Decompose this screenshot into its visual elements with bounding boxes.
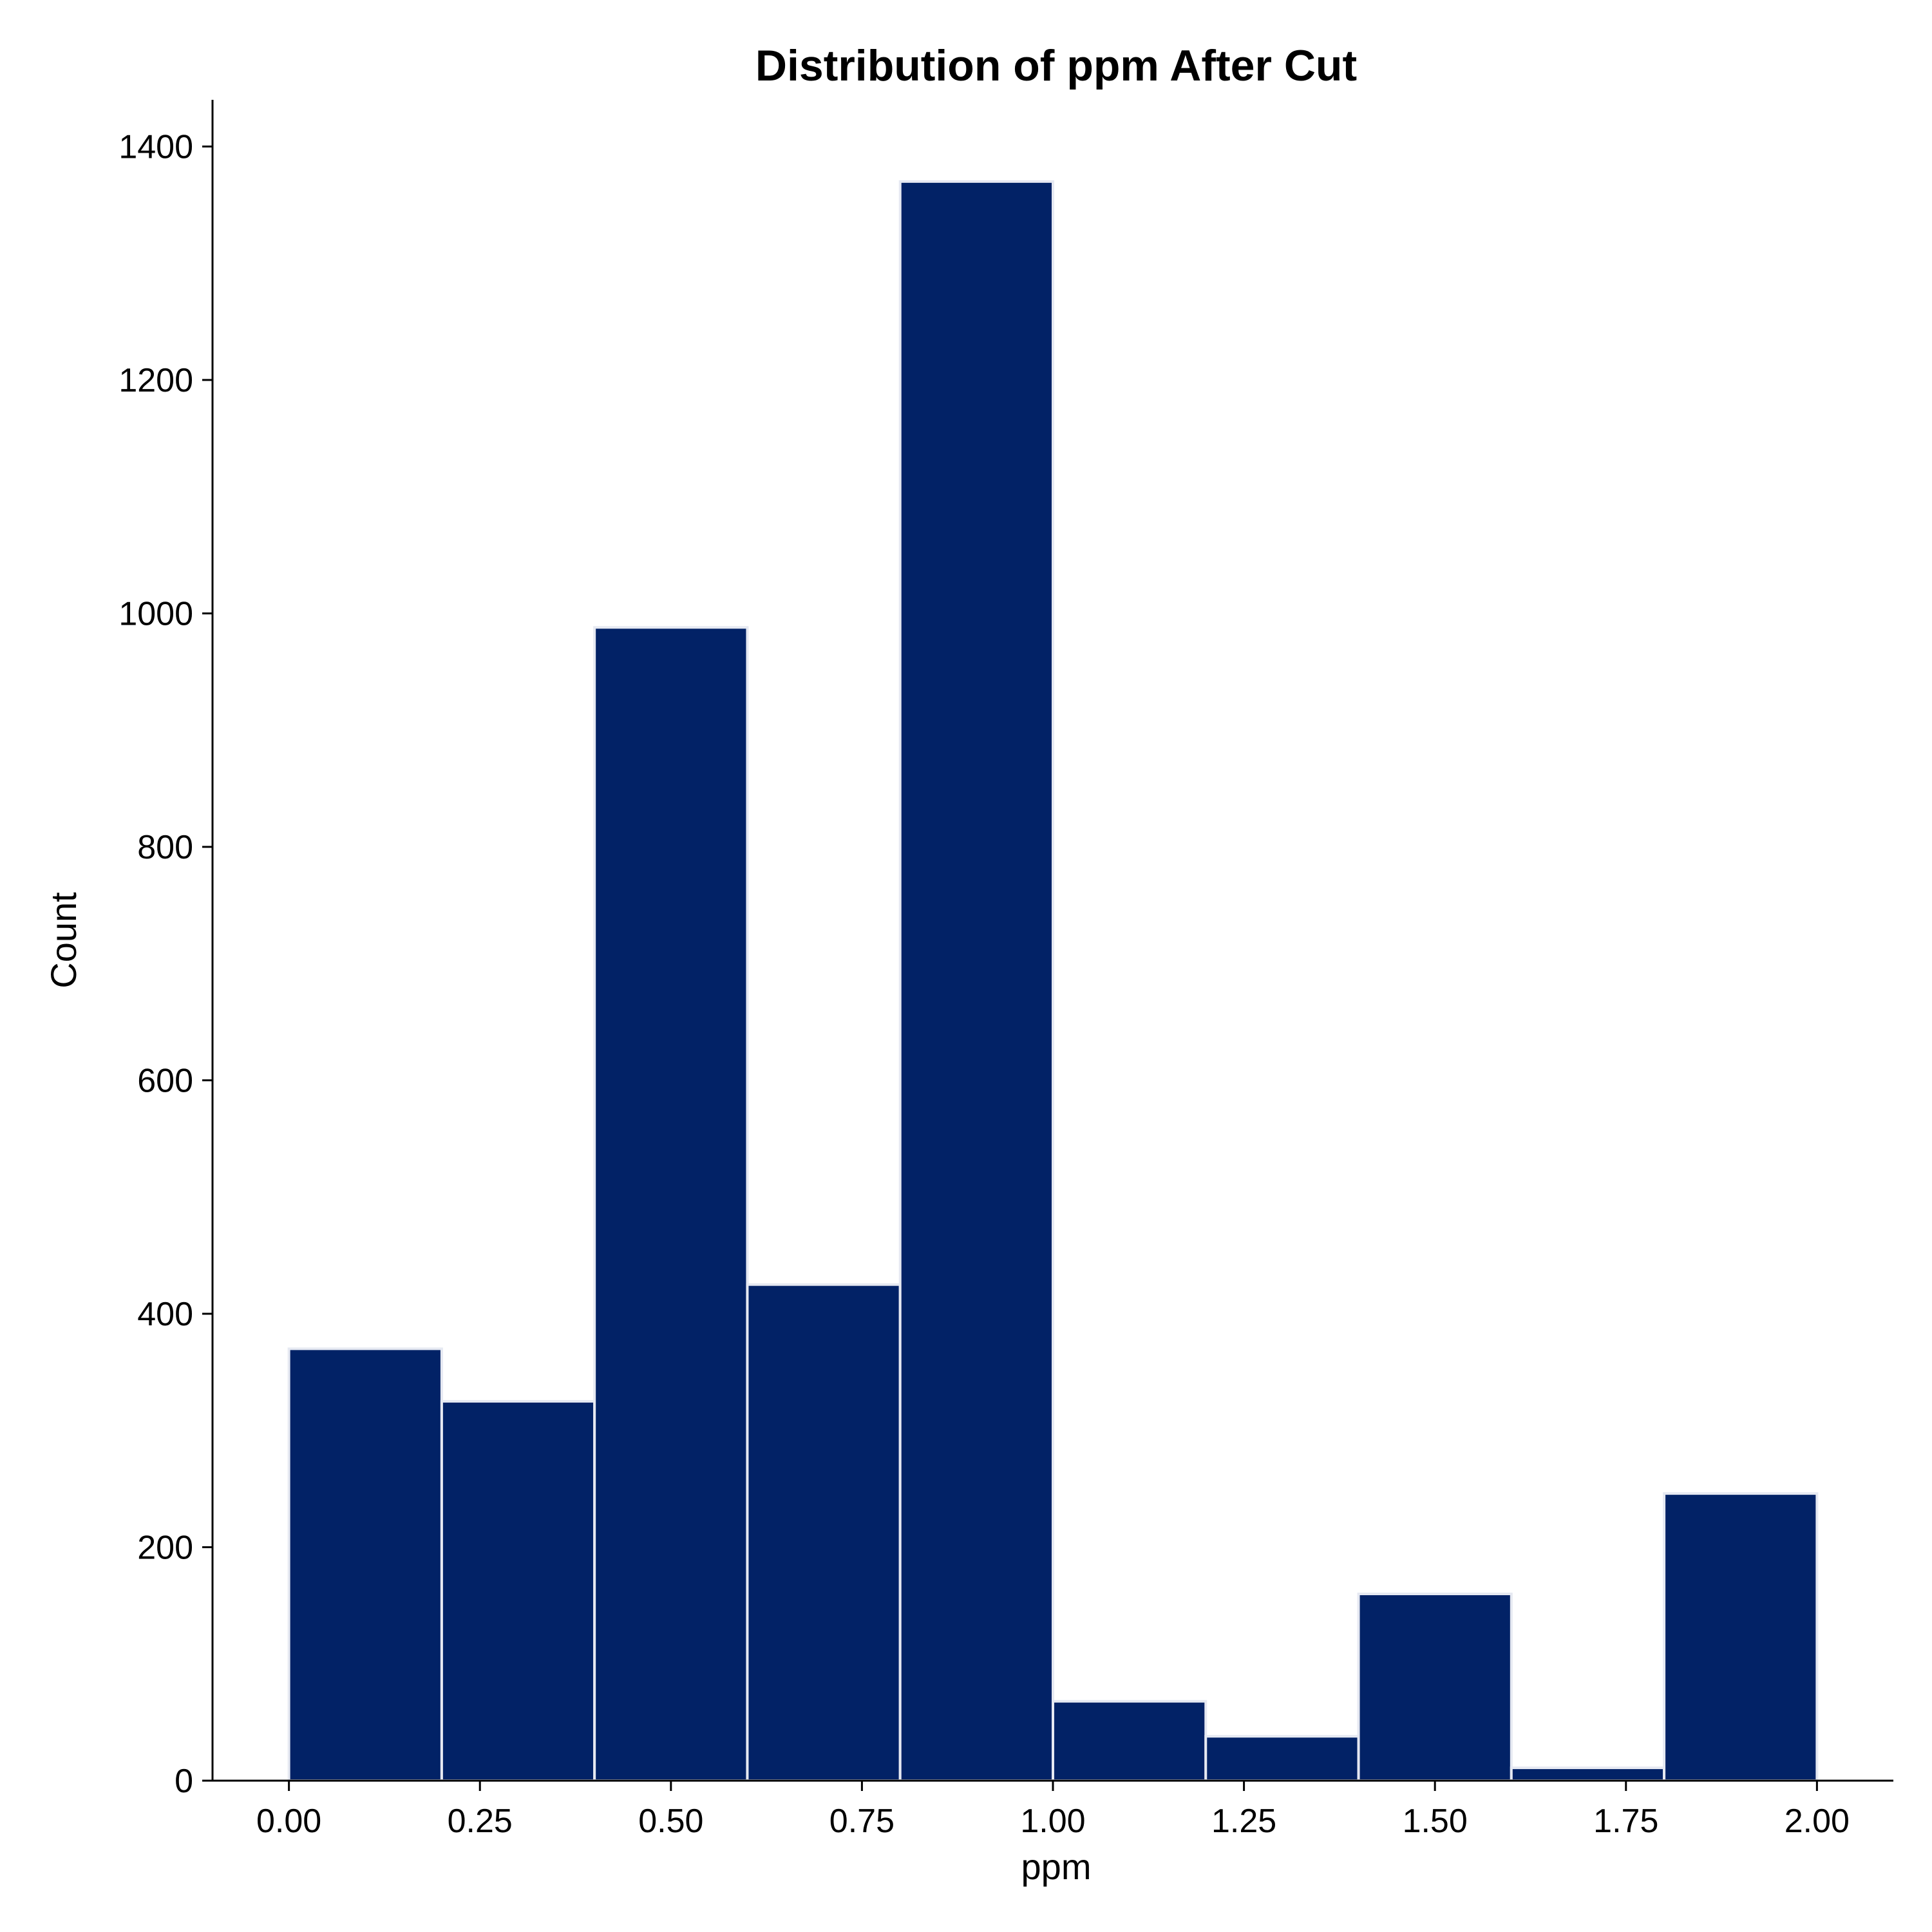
y-tick-label-6: 1200: [118, 362, 193, 399]
x-tick-label-7: 1.75: [1593, 1803, 1658, 1840]
histogram-bar-4: [898, 180, 1055, 1782]
histogram-bar-2: [593, 626, 749, 1782]
histogram-bar-9: [1663, 1492, 1819, 1782]
y-tick-label-0: 0: [175, 1763, 193, 1800]
chart-title: Distribution of ppm After Cut: [755, 41, 1357, 90]
x-tick-label-8: 2.00: [1785, 1803, 1850, 1840]
x-tick-label-6: 1.50: [1403, 1803, 1468, 1840]
x-tick-label-2: 0.50: [638, 1803, 703, 1840]
x-tick-label-0: 0.00: [256, 1803, 321, 1840]
x-axis-label: ppm: [1021, 1846, 1092, 1887]
x-tick-label-5: 1.25: [1211, 1803, 1276, 1840]
x-axis-ticks: 0.00 0.25 0.50 0.75 1.00 1.25 1.50 1.75 2.00: [256, 1781, 1850, 1840]
x-tick-label-3: 0.75: [829, 1803, 895, 1840]
y-tick-label-5: 1000: [118, 596, 193, 633]
histogram-bar-1: [440, 1399, 596, 1782]
histogram-bar-8: [1510, 1766, 1666, 1782]
y-tick-label-1: 200: [137, 1530, 193, 1567]
y-tick-label-4: 800: [137, 829, 193, 866]
histogram-bars: [287, 180, 1819, 1782]
x-tick-label-4: 1.00: [1020, 1803, 1085, 1840]
histogram-bar-0: [287, 1347, 443, 1782]
histogram-bar-6: [1204, 1735, 1360, 1782]
y-tick-label-3: 600: [137, 1063, 193, 1100]
histogram-bar-5: [1052, 1700, 1208, 1782]
y-tick-label-7: 1400: [118, 129, 193, 166]
x-tick-label-1: 0.25: [448, 1803, 513, 1840]
histogram-bar-7: [1357, 1593, 1513, 1782]
histogram-bar-3: [746, 1283, 902, 1782]
y-tick-label-2: 400: [137, 1296, 193, 1333]
y-axis-label: Count: [43, 892, 84, 989]
y-axis-ticks: 0 200 400 600 800 1000 1200 1400: [118, 129, 213, 1800]
